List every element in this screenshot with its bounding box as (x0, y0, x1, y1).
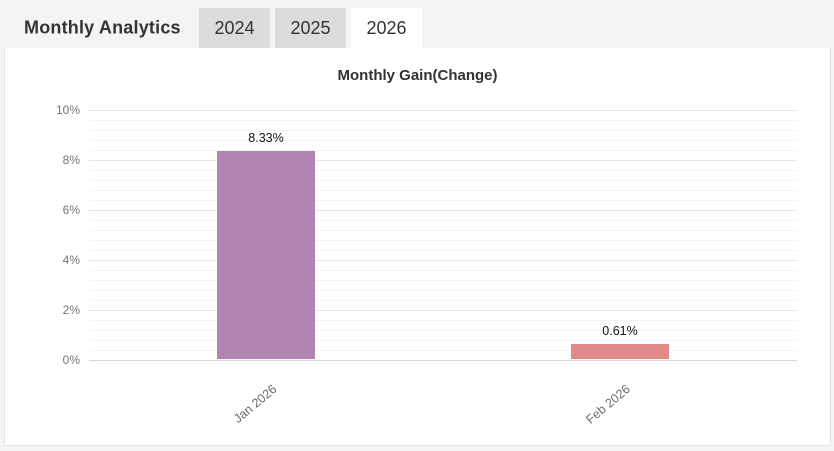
y-axis-label: 8% (62, 153, 80, 167)
gridline (89, 140, 797, 141)
gridline (89, 310, 797, 311)
gridline (89, 180, 797, 181)
page-title: Monthly Analytics (24, 17, 181, 38)
gridline (89, 230, 797, 231)
gridline (89, 270, 797, 271)
gridline (89, 120, 797, 121)
gridline (89, 350, 797, 351)
gridline (89, 320, 797, 321)
gridline (89, 110, 797, 111)
x-axis-label: Jan 2026 (230, 382, 279, 426)
gridline (89, 210, 797, 211)
gridline (89, 200, 797, 201)
gridline (89, 250, 797, 251)
y-axis-label: 6% (62, 203, 80, 217)
gridline (89, 170, 797, 171)
gridline (89, 260, 797, 261)
gridline (89, 220, 797, 221)
tab-2024[interactable]: 2024 (199, 8, 270, 48)
chart-panel: Monthly Gain(Change) 0% 2% 4% 6% 8% 10% 8.33% J… (4, 48, 831, 446)
gridline (89, 130, 797, 131)
bar-feb-2026[interactable] (571, 343, 669, 359)
plot-area: 0% 2% 4% 6% 8% 10% 8.33% Jan 2026 0.61% Feb 2026 (56, 103, 797, 427)
y-axis-label: 2% (62, 303, 80, 317)
year-tabs: 2024 2025 2026 (199, 8, 422, 48)
gridline (89, 280, 797, 281)
gridline (89, 340, 797, 341)
gridline (89, 150, 797, 151)
gridline (89, 160, 797, 161)
x-axis-line (89, 360, 797, 361)
y-axis-label: 4% (62, 253, 80, 267)
bar-jan-2026[interactable] (217, 150, 315, 359)
gridline (89, 330, 797, 331)
y-axis-label: 10% (55, 103, 80, 117)
bar-value-label: 0.61% (602, 323, 638, 338)
header: Monthly Analytics 2024 2025 2026 (0, 0, 834, 48)
tab-2026[interactable]: 2026 (351, 8, 422, 48)
x-axis-label: Feb 2026 (583, 382, 633, 427)
gridline (89, 190, 797, 191)
gridline (89, 240, 797, 241)
tab-2025[interactable]: 2025 (275, 8, 346, 48)
gridline (89, 290, 797, 291)
gridline (89, 300, 797, 301)
y-axis-label: 0% (62, 353, 80, 367)
bar-value-label: 8.33% (248, 130, 284, 145)
chart-title: Monthly Gain(Change) (337, 67, 498, 84)
